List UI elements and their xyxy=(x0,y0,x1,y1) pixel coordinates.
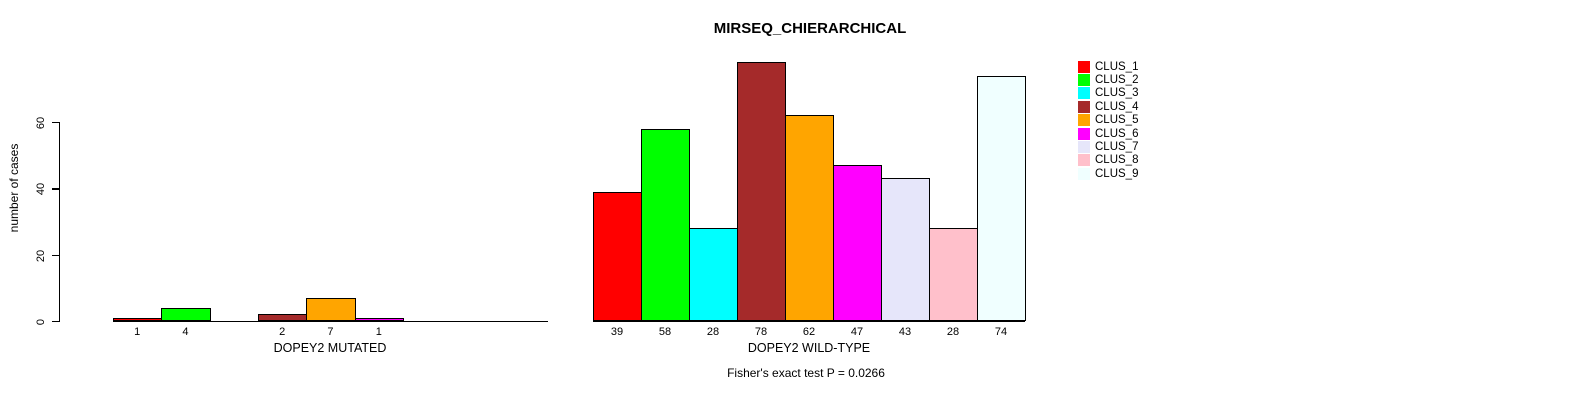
legend-swatch-clus_9 xyxy=(1078,167,1090,180)
bar-clus_2 xyxy=(641,129,690,321)
legend-item: CLUS_5 xyxy=(1078,114,1138,127)
legend-swatch-clus_3 xyxy=(1078,87,1090,100)
legend-swatch-clus_5 xyxy=(1078,114,1090,127)
bar-value-label: 43 xyxy=(898,326,912,338)
bar-clus_1 xyxy=(593,192,642,321)
y-axis-line xyxy=(59,122,61,322)
legend-item: CLUS_8 xyxy=(1078,154,1138,167)
bar-clus_3 xyxy=(689,228,738,321)
legend-label: CLUS_6 xyxy=(1095,127,1139,140)
legend-swatch-clus_6 xyxy=(1078,127,1090,140)
bar-clus_9 xyxy=(977,76,1026,321)
legend-label: CLUS_2 xyxy=(1095,74,1139,87)
legend: CLUS_1 CLUS_2 CLUS_3 CLUS_4 CLUS_5 CLUS_6 CLUS… xyxy=(1078,60,1138,181)
legend-label: CLUS_8 xyxy=(1095,154,1139,167)
fisher-test-annotation: Fisher's exact test P = 0.0266 xyxy=(727,366,885,380)
y-axis-tick-label: 40 xyxy=(35,183,47,196)
bar-value-label: 39 xyxy=(610,326,624,338)
y-axis-tick-label: 0 xyxy=(35,318,47,326)
bar-clus_2 xyxy=(161,308,211,321)
bar-clus_6 xyxy=(833,165,882,321)
y-axis-tick xyxy=(52,121,59,124)
bar-clus_8 xyxy=(929,228,978,321)
y-axis-tick xyxy=(52,321,59,323)
legend-label: CLUS_4 xyxy=(1095,100,1139,113)
bar-value-label: 58 xyxy=(658,326,672,338)
bar-clus_5 xyxy=(785,115,834,321)
x-axis-baseline xyxy=(593,320,1025,322)
bar-value-label: 62 xyxy=(802,326,816,338)
legend-item: CLUS_4 xyxy=(1078,100,1138,113)
bar-value-label: 28 xyxy=(946,326,960,338)
chart-title: MIRSEQ_CHIERARCHICAL xyxy=(713,20,907,37)
legend-swatch-clus_8 xyxy=(1078,154,1090,167)
legend-item: CLUS_6 xyxy=(1078,127,1138,140)
bar-value-label: 47 xyxy=(850,326,864,338)
legend-item: CLUS_1 xyxy=(1078,60,1138,73)
bar-clus_4 xyxy=(257,314,308,321)
legend-item: CLUS_2 xyxy=(1078,73,1139,87)
legend-label: CLUS_7 xyxy=(1095,141,1139,154)
y-axis-tick xyxy=(52,254,59,256)
bar-value-label: 4 xyxy=(182,326,189,338)
legend-item: CLUS_3 xyxy=(1078,87,1138,100)
x-group-label-mutated: DOPEY2 MUTATED xyxy=(273,341,387,355)
legend-label: CLUS_5 xyxy=(1095,114,1139,127)
legend-label: CLUS_9 xyxy=(1095,167,1139,180)
bar-value-label: 1 xyxy=(375,326,382,338)
bar-value-label: 74 xyxy=(994,326,1008,338)
bar-value-label: 2 xyxy=(279,326,286,338)
bar-value-label: 7 xyxy=(327,326,334,338)
x-axis-baseline xyxy=(113,320,548,322)
bar-clus_5 xyxy=(306,298,356,321)
legend-swatch-clus_1 xyxy=(1078,60,1090,73)
x-group-label-wildtype: DOPEY2 WILD-TYPE xyxy=(747,341,871,355)
bar-clus_4 xyxy=(737,62,786,321)
legend-swatch-clus_4 xyxy=(1078,100,1090,113)
bar-clus_1 xyxy=(113,318,163,321)
bar-value-label: 78 xyxy=(754,326,768,338)
legend-swatch-clus_7 xyxy=(1078,141,1090,154)
legend-item: CLUS_9 xyxy=(1078,167,1138,180)
y-axis-tick xyxy=(52,188,59,190)
legend-swatch-clus_2 xyxy=(1078,74,1090,87)
y-axis-tick-label: 20 xyxy=(35,249,47,262)
y-axis-tick-label: 60 xyxy=(35,116,47,130)
y-axis-title: number of cases xyxy=(7,143,21,233)
legend-label: CLUS_1 xyxy=(1095,60,1139,73)
legend-label: CLUS_3 xyxy=(1095,87,1139,100)
bar-clus_6 xyxy=(354,318,404,321)
bar-clus_7 xyxy=(881,178,930,321)
legend-item: CLUS_7 xyxy=(1078,140,1139,154)
bar-value-label: 28 xyxy=(706,326,720,338)
bar-value-label: 1 xyxy=(134,326,141,338)
